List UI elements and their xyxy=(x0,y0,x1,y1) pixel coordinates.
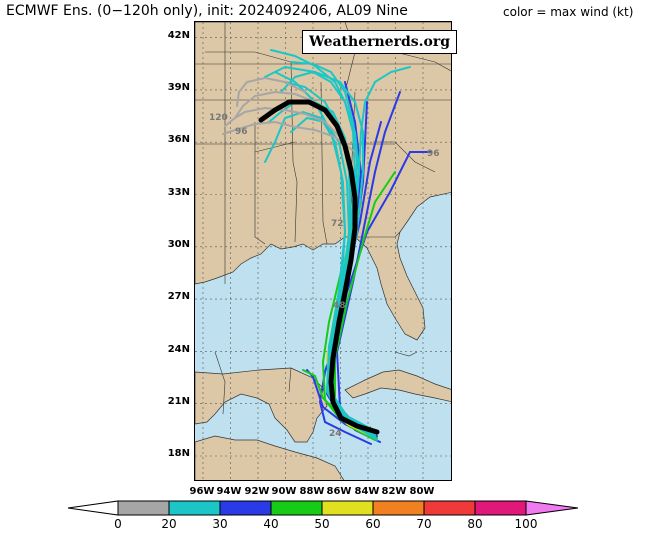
colorbar-segment-50-60 xyxy=(270,500,323,516)
lat-label-21n: 21N xyxy=(167,396,190,407)
member-track xyxy=(236,76,306,107)
lon-label-90w: 90W xyxy=(271,486,297,497)
hour-labels: 120 96 96 72 48 24 xyxy=(209,113,440,439)
lat-label-39n: 39N xyxy=(167,82,190,93)
hour-label-96-east: 96 xyxy=(427,149,440,159)
colorbar-segment-100-plus xyxy=(474,500,527,516)
member-track xyxy=(280,70,374,433)
colorbar-segment-60-70 xyxy=(321,500,374,516)
colorbar-tick-100: 100 xyxy=(514,517,538,531)
colorbar-tick-60: 60 xyxy=(365,517,381,531)
lon-label-92w: 92W xyxy=(244,486,270,497)
colorbar-tick-50: 50 xyxy=(314,517,330,531)
colorbar-tick-70: 70 xyxy=(416,517,432,531)
cuba-land xyxy=(344,369,451,402)
colorbar-tick-20: 20 xyxy=(161,517,177,531)
lon-label-94w: 94W xyxy=(216,486,242,497)
map-panel: 120 96 96 72 48 24 xyxy=(194,21,452,481)
member-track xyxy=(222,120,356,153)
member-track xyxy=(234,106,346,143)
color-scale-note: color = max wind (kt) xyxy=(503,5,634,19)
lon-label-88w: 88W xyxy=(299,486,325,497)
yucatan-land xyxy=(195,367,328,443)
florida-keys xyxy=(394,351,418,357)
ensemble-mean-track xyxy=(258,99,380,435)
track-map-svg: 120 96 96 72 48 24 xyxy=(195,22,451,480)
colorbar-tick-40: 40 xyxy=(263,517,279,531)
lat-label-33n: 33N xyxy=(167,187,190,198)
colorbar-segment-40-50 xyxy=(219,500,272,516)
lon-label-96w: 96W xyxy=(189,486,215,497)
lon-label-82w: 82W xyxy=(381,486,407,497)
member-track xyxy=(224,90,316,127)
lat-label-42n: 42N xyxy=(167,30,190,41)
watermark-logo: Weathernerds.org xyxy=(302,30,457,54)
colorbar-segment-20-30 xyxy=(117,500,170,516)
colorbar-segment-70-80 xyxy=(372,500,425,516)
colorbar-tick-30: 30 xyxy=(212,517,228,531)
hour-label-96: 96 xyxy=(235,127,248,137)
lon-label-80w: 80W xyxy=(409,486,435,497)
lon-label-86w: 86W xyxy=(326,486,352,497)
lat-label-30n: 30N xyxy=(167,239,190,250)
colorbar-tick-0: 0 xyxy=(114,517,122,531)
hour-label-120: 120 xyxy=(209,113,228,123)
hour-label-72: 72 xyxy=(331,219,344,229)
hour-label-24: 24 xyxy=(329,429,342,439)
colorbar-tick-80: 80 xyxy=(467,517,483,531)
colorbar-segment-above-100 xyxy=(525,500,579,516)
lat-label-24n: 24N xyxy=(167,344,190,355)
lon-label-84w: 84W xyxy=(354,486,380,497)
colorbar-segment-30-40 xyxy=(168,500,221,516)
lat-label-27n: 27N xyxy=(167,291,190,302)
central-america-land xyxy=(195,435,345,480)
colorbar-segment-below-20 xyxy=(67,500,119,516)
map-title: ECMWF Ens. (0−120h only), init: 20240924… xyxy=(6,3,408,19)
hour-label-48: 48 xyxy=(333,301,346,311)
colorbar-segment-80-100 xyxy=(423,500,476,516)
lat-label-18n: 18N xyxy=(167,448,190,459)
lat-label-36n: 36N xyxy=(167,134,190,145)
